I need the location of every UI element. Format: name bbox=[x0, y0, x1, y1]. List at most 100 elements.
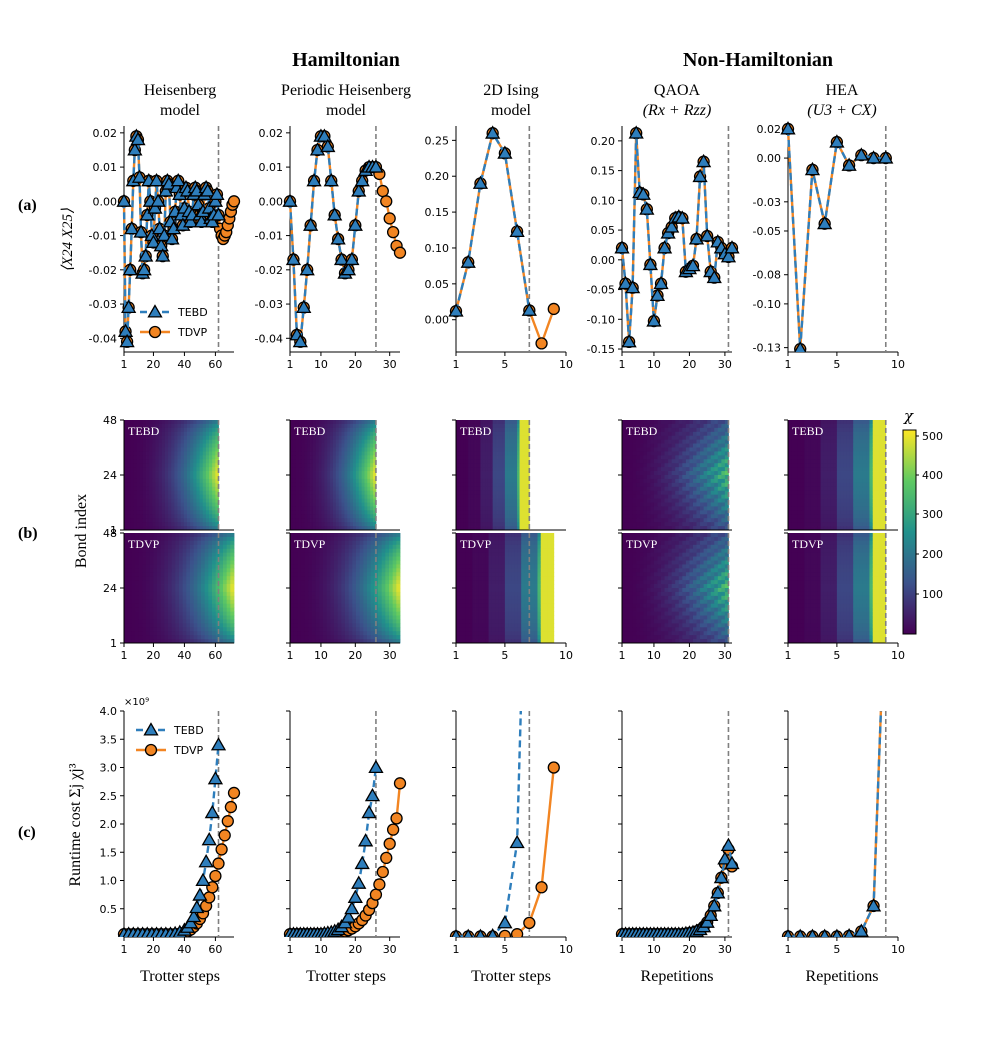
heat-cell bbox=[347, 451, 351, 456]
heat-cell bbox=[509, 443, 513, 448]
heat-cell bbox=[468, 420, 472, 425]
heat-cell bbox=[301, 494, 305, 499]
heat-cell bbox=[332, 443, 337, 448]
heat-cell bbox=[356, 619, 361, 624]
heat-cell bbox=[298, 459, 302, 464]
heat-cell bbox=[473, 439, 476, 444]
chart-a-1: 1 10 20 30-0.04-0.03-0.02-0.010.000.010.02 bbox=[255, 126, 407, 371]
heat-cell bbox=[312, 603, 317, 609]
heat-cell bbox=[149, 552, 154, 557]
heat-cell bbox=[364, 475, 368, 480]
heat-cell bbox=[133, 498, 137, 503]
heat-cell bbox=[205, 475, 210, 480]
heat-cell bbox=[139, 427, 144, 433]
heat-cell bbox=[215, 486, 219, 492]
heat-cell bbox=[215, 455, 219, 460]
heat-cell bbox=[468, 486, 472, 492]
col-title-periodic-2: model bbox=[326, 102, 367, 119]
heat-cell bbox=[504, 490, 508, 496]
heat-cell bbox=[462, 544, 467, 550]
heat-cell bbox=[347, 502, 351, 507]
heat-cell bbox=[373, 467, 377, 472]
heat-cell bbox=[138, 588, 143, 593]
x-tick-label: 10 bbox=[891, 358, 905, 371]
heat-cell bbox=[465, 471, 469, 476]
heat-cell bbox=[456, 580, 460, 585]
heat-cell bbox=[485, 510, 489, 515]
heat-cell bbox=[219, 580, 224, 585]
point-tebd bbox=[306, 172, 322, 187]
heat-cell bbox=[459, 576, 463, 581]
heat-cell bbox=[142, 580, 147, 585]
heat-cell bbox=[507, 514, 511, 519]
heat-cell bbox=[219, 635, 224, 640]
heat-cell bbox=[180, 518, 185, 523]
heat-cell bbox=[171, 540, 176, 546]
heat-cell bbox=[308, 599, 313, 605]
heat-cell bbox=[478, 556, 483, 561]
heat-cell bbox=[456, 572, 460, 577]
heat-cell bbox=[208, 536, 213, 542]
heat-cell bbox=[124, 564, 129, 569]
point-tebd bbox=[472, 175, 489, 189]
heat-cell bbox=[502, 494, 506, 499]
col-title-hea-2: (U3 + CX) bbox=[807, 102, 876, 119]
heat-cell bbox=[190, 498, 194, 503]
heat-cell bbox=[153, 564, 158, 569]
heat-cell bbox=[301, 435, 305, 441]
heat-cell bbox=[138, 576, 143, 581]
heat-cell bbox=[381, 595, 386, 601]
heat-cell bbox=[199, 494, 204, 499]
heat-cell bbox=[175, 611, 180, 616]
heat-cell bbox=[370, 576, 375, 581]
heat-cell bbox=[353, 526, 357, 531]
heat-cell bbox=[186, 568, 191, 573]
heat-cell bbox=[330, 463, 334, 468]
heat-cell bbox=[168, 568, 173, 573]
heat-cell bbox=[136, 510, 141, 515]
heat-cell bbox=[356, 556, 361, 561]
heat-cell bbox=[290, 498, 294, 503]
heat-cell bbox=[208, 631, 213, 636]
heat-cell bbox=[482, 560, 486, 565]
heat-cell bbox=[469, 544, 473, 550]
heat-cell bbox=[364, 502, 368, 507]
heat-cell bbox=[456, 595, 460, 601]
heat-cell bbox=[201, 599, 206, 605]
heat-cell bbox=[149, 439, 153, 444]
heat-cell bbox=[168, 544, 173, 550]
heat-cell bbox=[139, 514, 144, 519]
heat-cell bbox=[338, 522, 342, 527]
heat-cell bbox=[160, 544, 165, 550]
point-tebd bbox=[628, 125, 644, 139]
heat-cell bbox=[468, 467, 472, 472]
heat-cell bbox=[301, 568, 306, 573]
heat-cell bbox=[297, 580, 302, 585]
heat-cell bbox=[315, 431, 320, 437]
heat-cell bbox=[204, 599, 209, 605]
heat-cell bbox=[142, 635, 147, 640]
heat-cell bbox=[374, 576, 379, 581]
heat-cell bbox=[315, 459, 320, 464]
heat-cell bbox=[352, 568, 357, 573]
heat-cell bbox=[164, 576, 169, 581]
row-label-a: (a) bbox=[18, 197, 37, 214]
heat-cell bbox=[301, 522, 305, 527]
heat-cell bbox=[183, 478, 188, 484]
point-tdvp bbox=[380, 195, 393, 208]
heat-cell bbox=[186, 584, 191, 589]
heat-cell bbox=[226, 576, 231, 581]
heat-cell bbox=[373, 482, 377, 488]
heat-cell bbox=[212, 580, 217, 585]
heat-cell bbox=[459, 544, 463, 550]
heat-cell bbox=[205, 486, 210, 492]
heat-cell bbox=[472, 631, 476, 636]
heat-cell bbox=[334, 536, 339, 542]
heat-cell bbox=[485, 478, 489, 484]
heat-cell bbox=[164, 607, 169, 612]
heat-cell bbox=[321, 435, 325, 441]
heat-cell bbox=[389, 623, 394, 628]
point-tebd bbox=[695, 153, 712, 168]
heat-cell bbox=[460, 451, 464, 456]
heat-cell bbox=[315, 584, 320, 589]
